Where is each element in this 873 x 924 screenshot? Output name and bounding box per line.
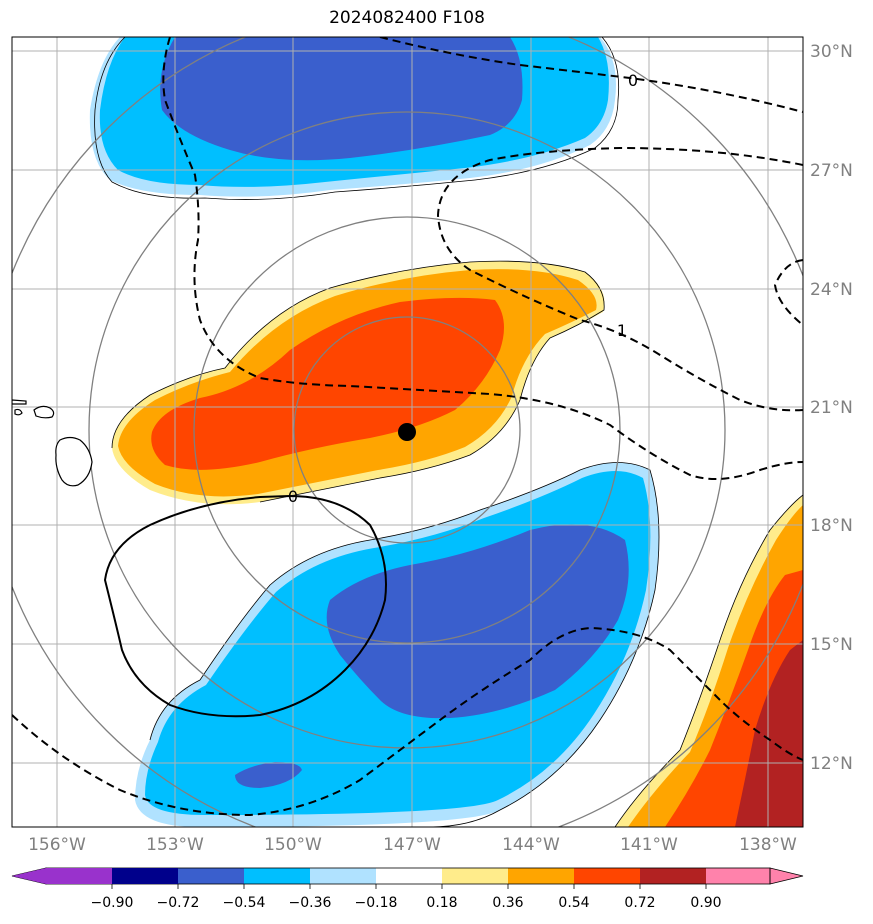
positive-anomaly-center [111,260,605,505]
storm-center-dot [398,423,416,441]
dashed-contours [12,37,803,817]
contour-label-zero-top: 0 [628,71,638,90]
colorbar-seg [640,868,706,884]
lat-label: 18°N [810,516,853,536]
lat-label: 21°N [810,398,853,418]
lon-label: 156°W [28,835,86,855]
solid-contour-zero [103,494,387,718]
colorbar-tick: −0.54 [223,895,266,911]
lat-label: 15°N [810,635,853,655]
longitude-labels: 156°W 153°W 150°W 147°W 144°W 141°W 138°… [28,835,797,855]
colorbar-seg [178,868,244,884]
lat-label: 30°N [810,42,853,62]
colorbar-extend-high [769,867,804,885]
lat-label: 27°N [810,161,853,181]
lat-label: 24°N [810,280,853,300]
colorbar-seg [508,868,574,884]
map-area: 0 1 0 [12,37,803,827]
lon-label: 138°W [739,835,797,855]
colorbar-seg [376,868,442,884]
lon-label: 153°W [146,835,204,855]
contour-label-one: 1 [617,321,627,340]
latitude-labels: 30°N 27°N 24°N 21°N 18°N 15°N 12°N [810,42,853,774]
map-title: 2024082400 F108 [329,8,485,28]
colorbar-seg [244,868,310,884]
colorbar-tick: −0.90 [91,895,134,911]
colorbar-seg [442,868,508,884]
colorbar-tick: 0.54 [558,895,589,911]
colorbar: −0.90 −0.72 −0.54 −0.36 −0.18 0.18 0.36 … [11,867,804,911]
colorbar-seg [310,868,376,884]
colorbar-tick: 0.72 [624,895,655,911]
colorbar-tick: 0.36 [492,895,523,911]
lon-label: 150°W [264,835,322,855]
map-frame [11,36,804,828]
colorbar-tick: 0.18 [426,895,457,911]
colorbar-tick: −0.18 [355,895,398,911]
colorbar-tick: −0.36 [289,895,332,911]
lon-label: 141°W [620,835,678,855]
hawaii-coastline [12,399,93,487]
range-rings [12,37,803,827]
colorbar-tick: 0.90 [690,895,721,911]
colorbar-seg [706,868,770,884]
lon-label: 144°W [502,835,560,855]
lon-label: 147°W [383,835,441,855]
contour-label-zero-solid: 0 [288,487,298,506]
colorbar-tick: −0.72 [157,895,200,911]
lat-label: 12°N [810,754,853,774]
colorbar-seg [574,868,640,884]
